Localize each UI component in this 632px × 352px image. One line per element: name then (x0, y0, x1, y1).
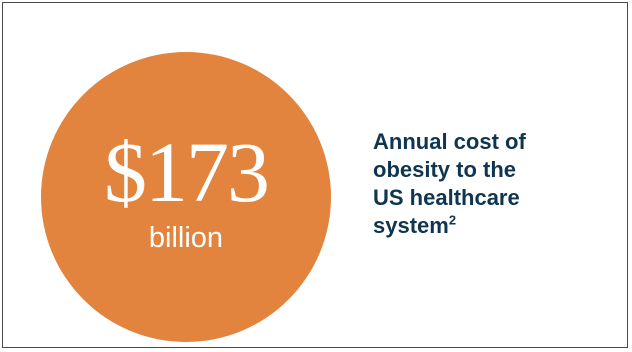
stat-unit: billion (148, 222, 224, 254)
caption-line-3: US healthcare (373, 185, 520, 210)
caption-line-4: system2 (373, 212, 613, 240)
stat-amount: $173 (104, 124, 270, 220)
stat-circle: $173 billion (41, 52, 331, 342)
stat-card: $173 billion Annual cost of obesity to t… (2, 2, 628, 348)
caption-last-word: system (373, 213, 449, 238)
caption-line-1: Annual cost of (373, 129, 526, 154)
stat-caption: Annual cost of obesity to the US healthc… (373, 128, 613, 240)
footnote-marker: 2 (448, 212, 457, 228)
caption-line-2: obesity to the (373, 157, 517, 182)
